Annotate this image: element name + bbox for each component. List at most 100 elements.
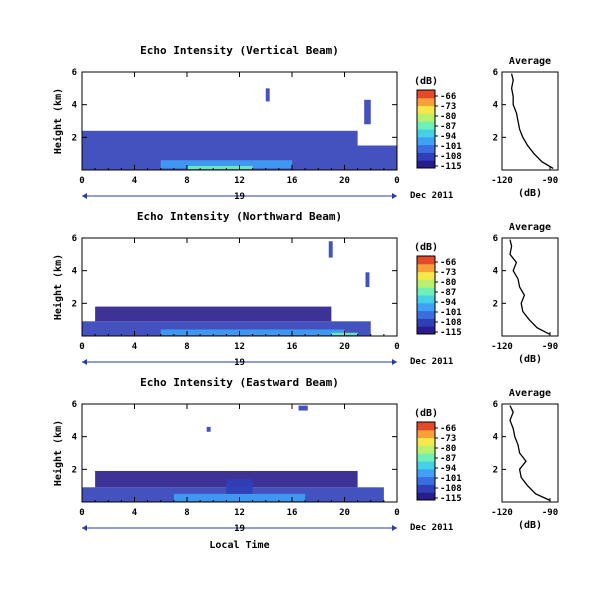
colorbar-tick-label: -87 bbox=[440, 454, 456, 464]
date-arrow-right bbox=[392, 525, 397, 531]
colorbar-swatch bbox=[417, 279, 435, 288]
panel-title: Echo Intensity (Eastward Beam) bbox=[140, 376, 339, 389]
date-label: 19 bbox=[234, 192, 245, 202]
colorbar-tick-label: -66 bbox=[440, 424, 456, 434]
y-axis-label: Height (km) bbox=[52, 254, 64, 320]
y-tick-label: 4 bbox=[72, 101, 78, 111]
x-tick-label: 8 bbox=[184, 342, 189, 352]
average-frame bbox=[501, 403, 559, 503]
colorbar-swatch bbox=[417, 105, 435, 114]
colorbar-swatch bbox=[417, 121, 435, 130]
x-tick-label: 8 bbox=[184, 176, 189, 186]
x-tick-label: 0 bbox=[79, 342, 84, 352]
x-tick-label: 12 bbox=[234, 176, 245, 186]
x-tick-label: 0 bbox=[394, 176, 399, 186]
panel-3: Echo Intensity (Eastward Beam) 0 4 8 12 16 20 0… bbox=[52, 376, 559, 534]
colorbar-swatch bbox=[417, 310, 435, 319]
colorbar-unit: (dB) bbox=[414, 242, 438, 253]
colorbar-swatch bbox=[417, 437, 435, 446]
colorbar-unit: (dB) bbox=[414, 76, 438, 87]
colorbar-tick-label: -73 bbox=[440, 434, 456, 444]
y-tick-label: 2 bbox=[72, 299, 77, 309]
y-tick-label: 2 bbox=[72, 133, 77, 143]
average-title: Average bbox=[509, 56, 551, 67]
panel-1: Echo Intensity (Vertical Beam) 0 4 8 12 16 20 0… bbox=[52, 44, 559, 202]
x-tick-label: 16 bbox=[287, 342, 298, 352]
colorbar-swatch bbox=[417, 492, 435, 501]
average-profile-line bbox=[510, 73, 554, 169]
x-tick-label: 4 bbox=[132, 508, 138, 518]
colorbar-swatch bbox=[417, 152, 435, 161]
average-y-tick-label: 4 bbox=[493, 101, 499, 111]
colorbar-frame bbox=[416, 255, 436, 335]
colorbar-swatch bbox=[417, 429, 435, 439]
date-arrow-right bbox=[392, 359, 397, 365]
y-tick-label: 6 bbox=[72, 68, 77, 78]
average-y-tick-label: 6 bbox=[493, 400, 498, 410]
colorbar-swatch bbox=[417, 256, 435, 265]
y-tick-label: 2 bbox=[72, 465, 77, 475]
average-x-label: (dB) bbox=[518, 354, 542, 365]
colorbar-tick-label: -73 bbox=[440, 268, 456, 278]
average-x-tick-label: -90 bbox=[542, 342, 558, 352]
colorbar-tick-label: -115 bbox=[440, 494, 462, 504]
x-tick-label: 20 bbox=[339, 342, 350, 352]
echo-cell bbox=[160, 329, 345, 336]
average-y-tick-label: 2 bbox=[493, 465, 498, 475]
y-tick-label: 4 bbox=[72, 267, 78, 277]
date-label: 19 bbox=[234, 524, 245, 534]
x-tick-label: 8 bbox=[184, 508, 189, 518]
colorbar-tick-label: -66 bbox=[440, 92, 456, 102]
average-x-label: (dB) bbox=[518, 520, 542, 531]
date-arrow-left bbox=[82, 193, 87, 199]
colorbar-unit: (dB) bbox=[414, 408, 438, 419]
colorbar-tick-label: -108 bbox=[440, 318, 462, 328]
colorbar-tick-label: -87 bbox=[440, 122, 456, 132]
echo-cell bbox=[328, 241, 333, 258]
x-tick-label: 4 bbox=[132, 176, 138, 186]
echo-cell bbox=[206, 426, 211, 432]
colorbar-tick-label: -115 bbox=[440, 328, 462, 338]
echo-cell bbox=[226, 479, 253, 494]
colorbar-tick-label: -80 bbox=[440, 278, 456, 288]
average-title: Average bbox=[509, 388, 551, 399]
colorbar-swatch bbox=[417, 295, 435, 304]
average-frame bbox=[501, 237, 559, 337]
date-label: 19 bbox=[234, 358, 245, 368]
x-tick-label: 0 bbox=[394, 342, 399, 352]
panel-2: Echo Intensity (Northward Beam)0 4 8 12 16 20… bbox=[52, 210, 559, 368]
average-frame bbox=[501, 71, 559, 171]
colorbar-tick-label: -66 bbox=[440, 258, 456, 268]
y-tick-label: 6 bbox=[72, 234, 77, 244]
x-tick-label: 16 bbox=[287, 508, 298, 518]
colorbar-swatch bbox=[417, 90, 435, 99]
colorbar-swatch bbox=[417, 113, 435, 122]
y-tick-label: 4 bbox=[72, 433, 78, 443]
echo-cell bbox=[82, 130, 358, 146]
colorbar-swatch bbox=[417, 129, 435, 138]
average-x-tick-label: -90 bbox=[542, 508, 558, 518]
colorbar-swatch bbox=[417, 318, 435, 327]
panel-title: Echo Intensity (Northward Beam) bbox=[137, 210, 342, 223]
average-x-tick-label: -120 bbox=[491, 342, 513, 352]
colorbar-frame bbox=[416, 421, 436, 501]
colorbar-swatch bbox=[417, 422, 435, 431]
colorbar-swatch bbox=[417, 302, 435, 312]
echo-cell bbox=[187, 165, 253, 170]
colorbar-tick-label: -101 bbox=[440, 142, 462, 152]
colorbar-tick-label: -87 bbox=[440, 288, 456, 298]
date-arrow-left bbox=[82, 525, 87, 531]
colorbar-tick-label: -108 bbox=[440, 152, 462, 162]
colorbar-tick-label: -115 bbox=[440, 162, 462, 172]
colorbar-tick-label: -73 bbox=[440, 102, 456, 112]
echo-cell bbox=[160, 160, 292, 169]
date-arrow-left bbox=[82, 359, 87, 365]
y-axis-label: Height (km) bbox=[52, 88, 64, 154]
echo-cell bbox=[95, 306, 332, 322]
average-x-tick-label: -120 bbox=[491, 508, 513, 518]
average-title: Average bbox=[509, 222, 551, 233]
x-tick-label: 4 bbox=[132, 342, 138, 352]
average-y-tick-label: 2 bbox=[493, 299, 498, 309]
x-tick-label: 0 bbox=[79, 176, 84, 186]
